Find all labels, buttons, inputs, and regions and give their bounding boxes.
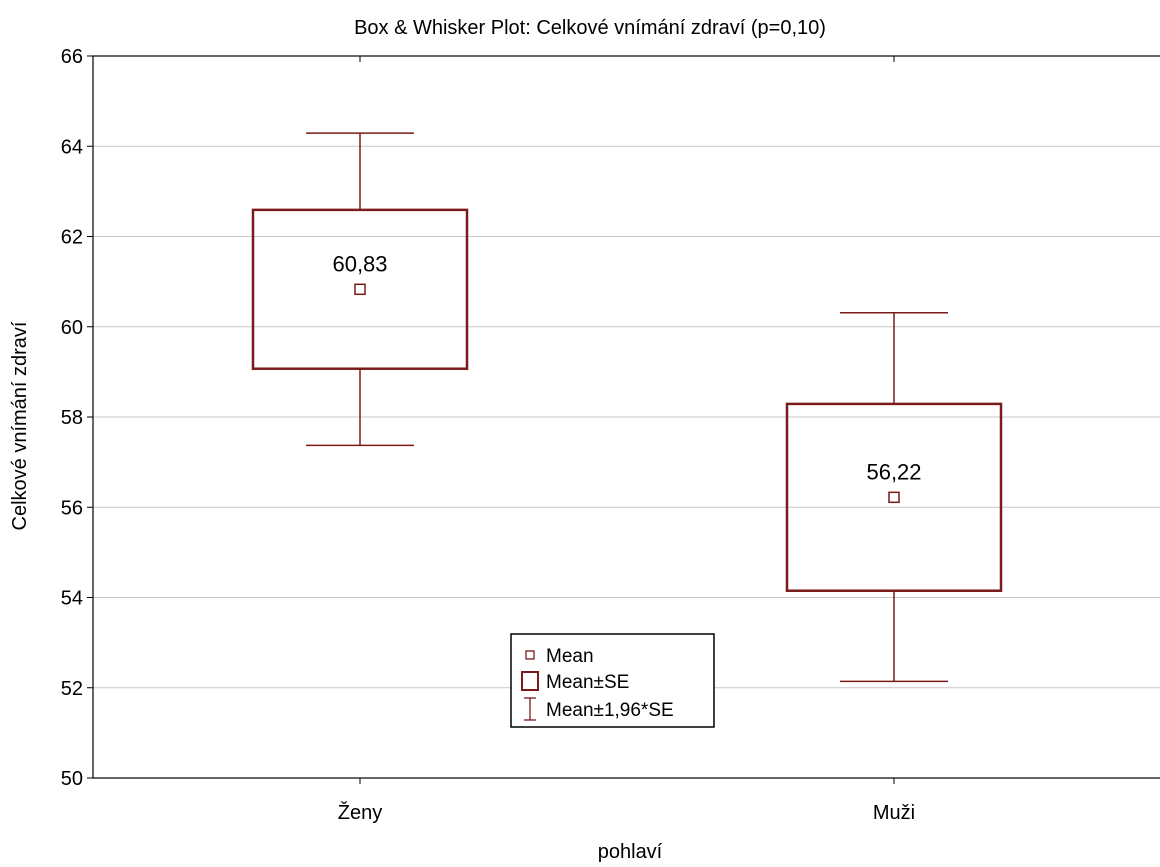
se-box: [251, 208, 469, 370]
legend-entry-label: Mean: [546, 646, 594, 667]
chart-title: Box & Whisker Plot: Celkové vnímání zdra…: [354, 17, 826, 39]
y-tick-label: 64: [61, 136, 83, 158]
x-tick-label: Muži: [873, 802, 915, 824]
legend: Mean Mean±SE Mean±1,96*SE: [510, 633, 715, 728]
y-axis-ticks: 50 52 54 56 58 60 62 64 66: [61, 46, 93, 790]
box-group-2: 56,22: [785, 312, 1003, 683]
y-tick-label: 56: [61, 497, 83, 519]
x-tick-label: Ženy: [338, 801, 382, 824]
legend-se-symbol: [521, 671, 539, 691]
x-axis-label: pohlaví: [598, 841, 663, 863]
y-axis-label: Celkové vnímání zdraví: [9, 321, 31, 530]
y-tick-label: 50: [61, 768, 83, 790]
legend-box: [510, 633, 715, 728]
box-group-1: 60,83: [251, 132, 469, 447]
legend-entry-label: Mean±1,96*SE: [546, 700, 674, 721]
mean-data-label: 60,83: [332, 251, 387, 276]
y-tick-label: 58: [61, 407, 83, 429]
y-tick-label: 62: [61, 227, 83, 249]
y-tick-label: 66: [61, 46, 83, 68]
mean-marker: [354, 283, 366, 296]
se-box: [785, 402, 1003, 592]
legend-entry-label: Mean±SE: [546, 672, 629, 693]
mean-marker: [888, 491, 900, 504]
legend-ci-symbol: [524, 697, 536, 721]
y-tick-label: 60: [61, 317, 83, 339]
gridlines: [93, 145, 1160, 689]
y-tick-label: 54: [61, 588, 83, 610]
legend-mean-symbol: [525, 650, 535, 660]
box-series: 60,83 56,22: [251, 132, 1003, 683]
y-tick-label: 52: [61, 678, 83, 700]
mean-data-label: 56,22: [866, 459, 921, 484]
x-axis-ticks: Ženy Muži: [338, 56, 915, 824]
